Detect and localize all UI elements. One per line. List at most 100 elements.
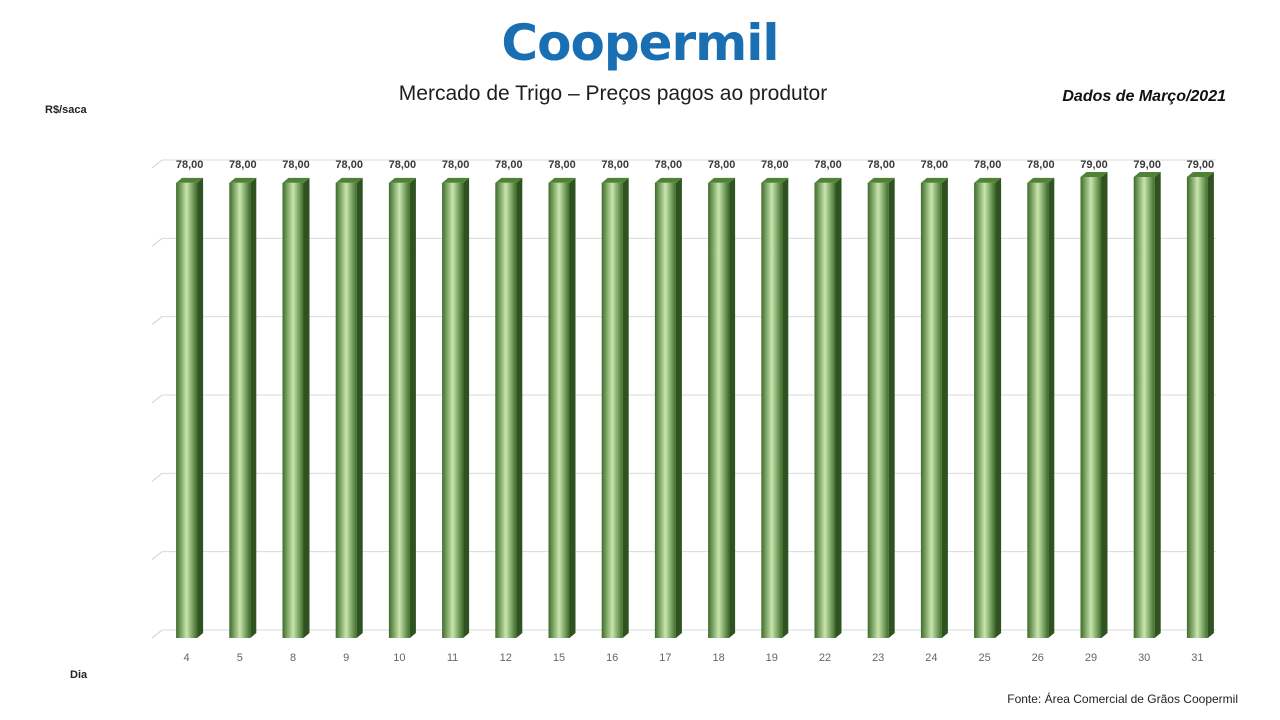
bar-side — [356, 177, 363, 638]
x-tick-label: 24 — [925, 652, 937, 664]
data-label: 78,00 — [229, 159, 257, 171]
bar-front — [1080, 177, 1102, 638]
x-axis-title: Dia — [70, 669, 88, 681]
bar-front — [388, 182, 410, 638]
bar — [708, 177, 736, 638]
x-tick-label: 22 — [819, 652, 831, 664]
data-label: 78,00 — [761, 159, 789, 171]
data-label: 78,00 — [282, 159, 310, 171]
gridlines — [151, 159, 1216, 639]
bar-top — [282, 177, 310, 183]
bars — [176, 172, 1214, 638]
data-label: 78,00 — [176, 159, 204, 171]
bar-front — [601, 182, 623, 638]
bar — [1027, 177, 1055, 638]
bar-top — [1080, 172, 1108, 177]
bar-top — [974, 177, 1002, 183]
bar-side — [835, 177, 842, 638]
bar-top — [654, 177, 682, 183]
y-axis-unit-label: R$/saca — [45, 104, 87, 116]
x-tick-label: 26 — [1032, 652, 1044, 664]
gridline-depth — [151, 159, 163, 169]
bar-front — [442, 182, 464, 638]
bar-top — [495, 177, 523, 183]
bar-side — [675, 177, 682, 638]
data-label: 78,00 — [814, 159, 842, 171]
data-label: 78,00 — [1027, 159, 1055, 171]
bar-top — [442, 177, 470, 183]
bar-top — [335, 177, 363, 183]
data-label: 79,00 — [1133, 159, 1161, 171]
x-tick-label: 12 — [500, 652, 512, 664]
data-label: 78,00 — [442, 159, 470, 171]
bar-side — [622, 177, 629, 638]
data-label: 78,00 — [495, 159, 523, 171]
bar-side — [995, 177, 1002, 638]
x-tick-label: 9 — [343, 652, 349, 664]
source-note: Fonte: Área Comercial de Grãos Coopermil — [1007, 692, 1238, 706]
gridline-depth — [151, 551, 163, 561]
bar — [920, 177, 948, 638]
x-tick-label: 5 — [237, 652, 243, 664]
bar — [654, 177, 682, 638]
bar-front — [495, 182, 517, 638]
bar-front — [654, 182, 676, 638]
bar — [229, 177, 257, 638]
data-label: 78,00 — [601, 159, 629, 171]
x-tick-label: 10 — [393, 652, 405, 664]
bar — [1080, 172, 1108, 638]
bar — [495, 177, 523, 638]
data-label: 78,00 — [655, 159, 683, 171]
bar-front — [335, 182, 357, 638]
bar-top — [920, 177, 948, 183]
coopermil-logo: Coopermil — [501, 14, 779, 72]
x-tick-label: 11 — [447, 652, 458, 664]
gridline-depth — [151, 394, 163, 404]
data-label: 78,00 — [974, 159, 1002, 171]
bar-front — [814, 182, 836, 638]
x-tick-labels: 4 5 8 9 10 11 12 15 16 17 18 19 22 23 24 25 26 29 30 31 — [184, 652, 1204, 664]
bar — [282, 177, 310, 638]
data-label: 78,00 — [867, 159, 895, 171]
bar-front — [282, 182, 304, 638]
bar-side — [303, 177, 310, 638]
bar-top — [1186, 172, 1214, 177]
bar-side — [250, 177, 257, 638]
x-tick-label: 8 — [290, 652, 296, 664]
bar — [601, 177, 629, 638]
bar-front — [974, 182, 996, 638]
gridline-depth — [151, 472, 163, 482]
bar — [548, 177, 576, 638]
x-tick-label: 17 — [659, 652, 671, 664]
bar-side — [1207, 172, 1214, 638]
bar-top — [548, 177, 576, 183]
x-tick-label: 30 — [1138, 652, 1150, 664]
data-label: 78,00 — [548, 159, 576, 171]
bar-top — [176, 177, 204, 183]
bar — [974, 177, 1002, 638]
x-tick-label: 16 — [606, 652, 618, 664]
x-tick-label: 15 — [553, 652, 565, 664]
bar-front — [1027, 182, 1049, 638]
bar — [761, 177, 789, 638]
gridline-depth — [151, 316, 163, 326]
bar-side — [1048, 177, 1055, 638]
data-labels: 78,00 78,00 78,00 78,00 78,00 78,00 78,00 78,00… — [176, 159, 1214, 171]
bar — [335, 177, 363, 638]
bar-top — [1027, 177, 1055, 183]
bar-front — [867, 182, 889, 638]
bar-front — [761, 182, 783, 638]
bar-front — [229, 182, 251, 638]
bar-side — [782, 177, 789, 638]
bar-front — [1133, 177, 1155, 638]
bar-top — [814, 177, 842, 183]
data-label: 78,00 — [389, 159, 417, 171]
x-tick-label: 31 — [1191, 652, 1203, 664]
bar-side — [1154, 172, 1161, 638]
bar — [867, 177, 895, 638]
chart-title: Mercado de Trigo – Preços pagos ao produ… — [398, 82, 828, 105]
bar-side — [516, 177, 523, 638]
bar-side — [1101, 172, 1108, 638]
x-tick-label: 29 — [1085, 652, 1097, 664]
bar-side — [941, 177, 948, 638]
